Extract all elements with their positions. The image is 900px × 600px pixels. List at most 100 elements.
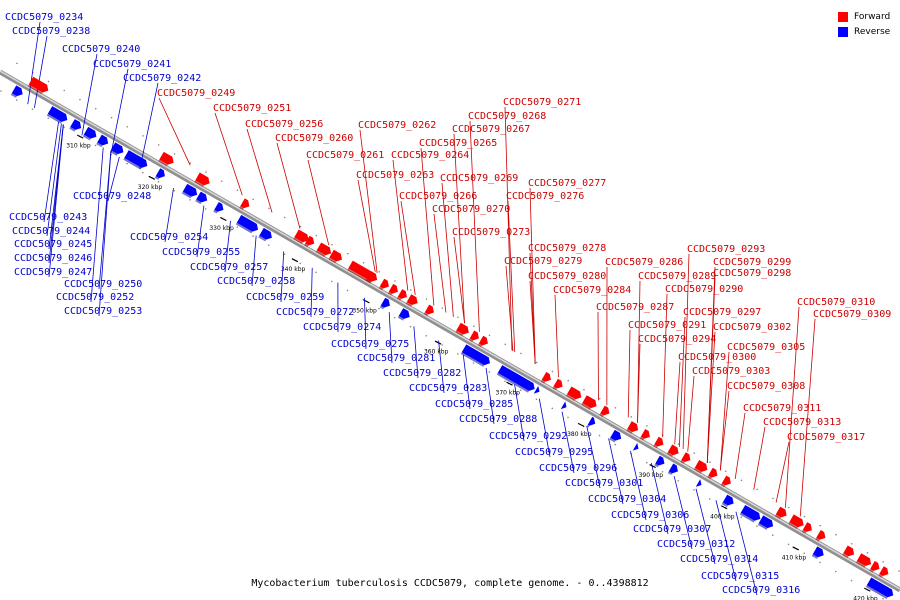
gene-label: CCDC5079_0291 (628, 320, 706, 331)
forward-gene-block (693, 460, 708, 474)
gene-label: CCDC5079_0279 (504, 256, 582, 267)
gene-label: CCDC5079_0300 (678, 352, 756, 363)
tick-mark (148, 175, 156, 180)
guide-dot (252, 235, 254, 237)
gene-label: CCDC5079_0256 (245, 119, 323, 130)
leader-line (462, 354, 471, 410)
reverse-gene-block (46, 106, 68, 124)
gene-label: CCDC5079_0314 (680, 554, 758, 565)
guide-dot (803, 552, 806, 555)
guide-dot (409, 325, 412, 328)
leader-line (453, 236, 465, 324)
tick-mark (577, 422, 585, 427)
guide-dot (141, 171, 144, 174)
leader-line (441, 182, 454, 317)
guide-dot (708, 498, 711, 500)
forward-gene-block (666, 444, 679, 458)
guide-dot (677, 443, 680, 445)
guide-dot (535, 398, 538, 401)
guide-dot (63, 89, 66, 92)
tick-label: 400 kbp (710, 513, 735, 520)
gene-label: CCDC5079_0255 (162, 247, 240, 258)
gene-label: CCDC5079_0298 (713, 268, 791, 279)
leader-line (799, 318, 816, 517)
reverse-gene-block (739, 504, 761, 523)
gene-label: CCDC5079_0273 (452, 227, 530, 238)
leader-line (734, 412, 746, 480)
tick-label: 320 kbp (138, 184, 163, 191)
gene-blocks (10, 76, 894, 599)
leader-line (706, 331, 716, 463)
gene-label: CCDC5079_0251 (213, 103, 291, 114)
legend-forward: Forward (838, 9, 890, 24)
tick-label: 380 kbp (567, 431, 592, 438)
forward-gene-block (365, 270, 378, 284)
forward-gene-block (540, 371, 551, 384)
forward-gene-block (801, 522, 812, 534)
leader-line (678, 316, 686, 447)
guide-dot (614, 406, 617, 409)
leader-line (139, 82, 159, 169)
tick-mark (506, 381, 513, 386)
forward-gene-block (552, 378, 563, 391)
tick-mark (220, 216, 227, 222)
gene-label: CCDC5079_0259 (246, 292, 324, 303)
tick-label: 330 kbp (209, 225, 234, 232)
forward-gene-block (842, 545, 855, 559)
leader-line (538, 398, 551, 458)
guide-dot (315, 234, 318, 237)
gene-label: CCDC5079_0278 (528, 243, 606, 254)
gene-label: CCDC5079_0240 (62, 44, 140, 55)
guide-dot (157, 144, 160, 146)
reverse-gene-block (559, 401, 567, 411)
guide-dot (456, 353, 459, 355)
leader-line (529, 280, 536, 364)
guide-dot (173, 189, 176, 192)
gene-label: CCDC5079_0285 (435, 399, 513, 410)
leader-line (561, 411, 575, 474)
leader-line (753, 426, 766, 490)
tick-label: 410 kbp (782, 554, 807, 561)
guide-dot (220, 180, 223, 182)
gene-label: CCDC5079_0241 (93, 59, 171, 70)
guide-dot (394, 280, 396, 282)
guide-dot (204, 208, 207, 210)
gene-label: CCDC5079_0316 (722, 585, 800, 596)
leader-line (637, 343, 641, 423)
guide-dot (409, 289, 412, 291)
gene-label: CCDC5079_0303 (692, 366, 770, 377)
guide-dot (598, 397, 601, 400)
forward-gene-block (815, 529, 826, 542)
forward-gene-block (378, 278, 389, 291)
guide-dot (519, 389, 522, 391)
guide-dot (630, 416, 633, 418)
reverse-gene-block (631, 442, 639, 453)
guide-dot (724, 470, 727, 473)
gene-label: CCDC5079_0288 (459, 414, 537, 425)
guide-dot (803, 515, 806, 518)
leader-line (81, 53, 98, 136)
tick-mark (434, 340, 442, 345)
tick-mark (291, 258, 299, 263)
guide-dot (236, 226, 239, 228)
gene-label: CCDC5079_0248 (73, 191, 151, 202)
guide-dot (567, 416, 569, 419)
forward-gene-block (565, 386, 582, 401)
leader-line (682, 253, 690, 450)
forward-gene-block (328, 249, 342, 264)
forward-gene-block (423, 304, 434, 317)
forward-gene-block (788, 514, 804, 529)
gene-label: CCDC5079_0310 (797, 297, 875, 308)
leader-line (775, 441, 790, 503)
guide-dot (393, 316, 396, 319)
genome-backbone (0, 69, 900, 593)
tick-label: 390 kbp (639, 472, 664, 479)
leader-line (107, 156, 120, 202)
genome-caption: Mycobacterium tuberculosis CCDC5079, com… (251, 578, 649, 589)
gene-label: CCDC5079_0260 (275, 133, 353, 144)
gene-label: CCDC5079_0277 (528, 178, 606, 189)
guide-dot (535, 361, 538, 364)
gene-label: CCDC5079_0290 (665, 284, 743, 295)
guide-dot (693, 489, 695, 491)
forward-gene-block (869, 561, 880, 573)
